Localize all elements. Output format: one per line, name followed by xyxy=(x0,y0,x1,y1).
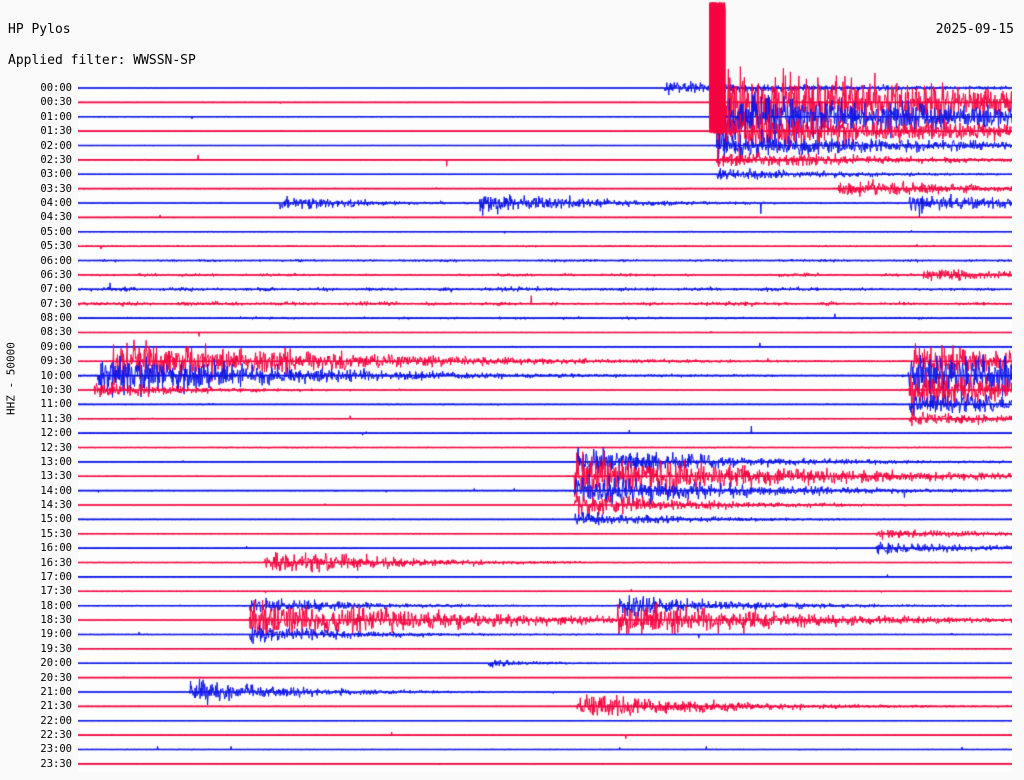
time-tick-label: 21:30 xyxy=(40,700,72,713)
time-tick-label: 21:00 xyxy=(40,685,72,698)
time-tick-label: 09:00 xyxy=(40,340,72,353)
time-tick-label: 14:30 xyxy=(40,499,72,512)
time-tick-label: 02:00 xyxy=(40,139,72,152)
seismogram-traces xyxy=(78,0,1012,780)
time-tick-label: 06:30 xyxy=(40,268,72,281)
time-tick-label: 17:30 xyxy=(40,585,72,598)
time-tick-label: 17:00 xyxy=(40,570,72,583)
time-tick-label: 03:00 xyxy=(40,168,72,181)
time-tick-label: 00:00 xyxy=(40,82,72,94)
time-tick-label: 01:00 xyxy=(40,110,72,123)
time-axis: 00:00 00:30 01:00 01:30 02:00 02:30 03:00 03:30… xyxy=(0,82,76,772)
time-tick-label: 00:30 xyxy=(40,96,72,109)
time-tick-label: 13:30 xyxy=(40,470,72,483)
time-tick-label: 13:00 xyxy=(40,455,72,468)
time-tick-label: 01:30 xyxy=(40,125,72,138)
time-tick-label: 12:30 xyxy=(40,441,72,454)
time-tick-label: 20:30 xyxy=(40,671,72,684)
time-tick-label: 22:30 xyxy=(40,729,72,742)
time-tick-label: 14:00 xyxy=(40,484,72,497)
time-tick-label: 19:00 xyxy=(40,628,72,641)
time-tick-label: 18:00 xyxy=(40,599,72,612)
time-tick-label: 20:00 xyxy=(40,657,72,670)
time-tick-label: 05:00 xyxy=(40,225,72,238)
time-tick-label: 12:00 xyxy=(40,427,72,440)
time-tick-label: 22:00 xyxy=(40,714,72,727)
time-tick-label: 08:30 xyxy=(40,326,72,339)
time-tick-label: 03:30 xyxy=(40,182,72,195)
time-tick-label: 15:30 xyxy=(40,527,72,540)
time-tick-label: 11:30 xyxy=(40,412,72,425)
time-tick-label: 02:30 xyxy=(40,153,72,166)
time-tick-label: 10:00 xyxy=(40,369,72,382)
time-tick-label: 23:30 xyxy=(40,757,72,770)
time-tick-label: 04:00 xyxy=(40,197,72,210)
time-tick-label: 10:30 xyxy=(40,383,72,396)
time-tick-label: 16:30 xyxy=(40,556,72,569)
time-tick-label: 04:30 xyxy=(40,211,72,224)
time-tick-label: 07:30 xyxy=(40,297,72,310)
time-tick-label: 23:00 xyxy=(40,743,72,756)
time-tick-label: 08:00 xyxy=(40,312,72,325)
time-tick-label: 16:00 xyxy=(40,542,72,555)
time-tick-label: 06:00 xyxy=(40,254,72,267)
time-tick-label: 05:30 xyxy=(40,240,72,253)
station-name: HP Pylos xyxy=(8,22,71,37)
seismogram-plot xyxy=(78,0,1012,780)
time-tick-label: 11:00 xyxy=(40,398,72,411)
time-tick-label: 15:00 xyxy=(40,513,72,526)
time-tick-label: 09:30 xyxy=(40,355,72,368)
time-tick-label: 19:30 xyxy=(40,642,72,655)
time-tick-label: 18:30 xyxy=(40,614,72,627)
time-tick-label: 07:00 xyxy=(40,283,72,296)
